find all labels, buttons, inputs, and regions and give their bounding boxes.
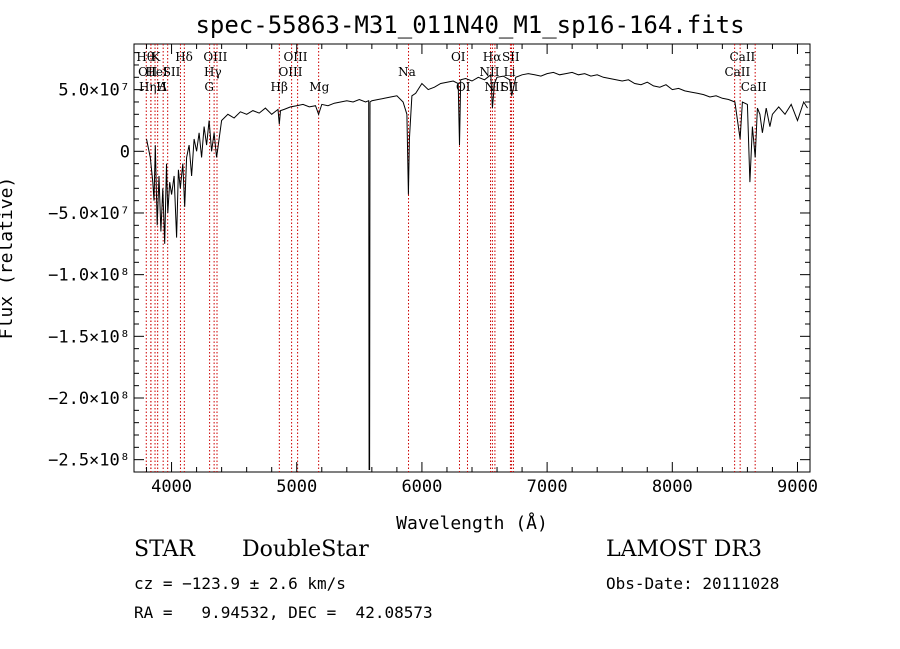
y-tick-label-6: −2.5×10⁸ [48, 451, 130, 471]
line-label-5: H [156, 80, 166, 94]
ra-dec: RA = 9.94532, DEC = 42.08573 [134, 603, 433, 622]
line-label-1: OII [138, 65, 158, 79]
line-label-2: Hη [139, 80, 157, 94]
line-label-17: OI [451, 50, 466, 64]
survey-name: LAMOST DR3 [606, 537, 762, 562]
object-subclass: DoubleStar [242, 537, 369, 562]
x-tick-label-0: 4000 [151, 477, 192, 497]
y-tick-label-0: 5.0×10⁷ [58, 81, 130, 101]
line-label-23: SII [502, 50, 520, 64]
line-label-3: K [151, 50, 161, 64]
x-tick-label-3: 7000 [527, 477, 568, 497]
line-label-27: CaII [741, 80, 767, 94]
redshift-cz: cz = −123.9 ± 2.6 km/s [134, 574, 346, 593]
x-tick-label-2: 6000 [401, 477, 442, 497]
line-label-12: Hβ [271, 80, 288, 94]
line-label-8: Hδ [175, 50, 193, 64]
spectrum-series [146, 71, 808, 470]
line-label-13: OIII [278, 65, 302, 79]
x-tick-label-1: 5000 [276, 477, 317, 497]
line-label-26: CaII [729, 50, 755, 64]
spectral-line-markers [145, 44, 756, 472]
line-label-22: Li [504, 65, 516, 79]
line-label-15: Mg [309, 80, 329, 94]
line-label-4: HeI [145, 65, 168, 79]
line-label-0: Hθ [136, 50, 154, 64]
line-label-6: Δ [158, 80, 167, 94]
line-label-9: G [204, 80, 214, 94]
line-label-18: OI [456, 80, 471, 94]
line-label-20: Hα [483, 50, 502, 64]
x-tick-label-5: 9000 [777, 477, 818, 497]
line-label-19: NII [480, 65, 500, 79]
x-tick-label-4: 8000 [652, 477, 693, 497]
plot-frame [133, 43, 811, 473]
y-tick-label-4: −1.5×10⁸ [48, 327, 130, 347]
object-class: STAR [134, 537, 195, 562]
line-label-24: SII [501, 80, 519, 94]
y-tick-label-2: −5.0×10⁷ [48, 204, 130, 224]
line-label-10: Hγ [204, 65, 222, 79]
observation-date: Obs-Date: 20111028 [606, 574, 780, 593]
x-axis-ticks: 4000 5000 6000 7000 8000 9000 [146, 44, 818, 497]
line-label-14: OIII [283, 50, 307, 64]
line-label-21: NII [485, 80, 505, 94]
y-axis-label: Flux (relative) [0, 177, 17, 340]
line-label-16: Na [398, 65, 416, 79]
chart-title: spec-55863-M31_011N40_M1_sp16-164.fits [195, 11, 744, 39]
y-tick-label-5: −2.0×10⁸ [48, 389, 130, 409]
line-label-25: CaII [724, 65, 750, 79]
y-tick-label-3: −1.0×10⁸ [48, 266, 130, 286]
line-label-11: OIII [203, 50, 227, 64]
x-axis-label: Wavelength (Å) [396, 512, 548, 534]
y-tick-label-1: 0 [120, 142, 130, 162]
spectrum-chart: spec-55863-M31_011N40_M1_sp16-164.fits 4… [0, 11, 818, 534]
spectral-line-labels: HθOIIHηKHeIHΔSIIHδGHγOIIIHβOIIIOIIIMgNaO… [136, 50, 766, 94]
line-label-7: SII [163, 65, 181, 79]
series-line-0 [146, 71, 808, 470]
y-axis-ticks: 5.0×10⁷ 0 −5.0×10⁷ −1.0×10⁸ −1.5×10⁸ −2.0×10⁸… [48, 52, 810, 471]
